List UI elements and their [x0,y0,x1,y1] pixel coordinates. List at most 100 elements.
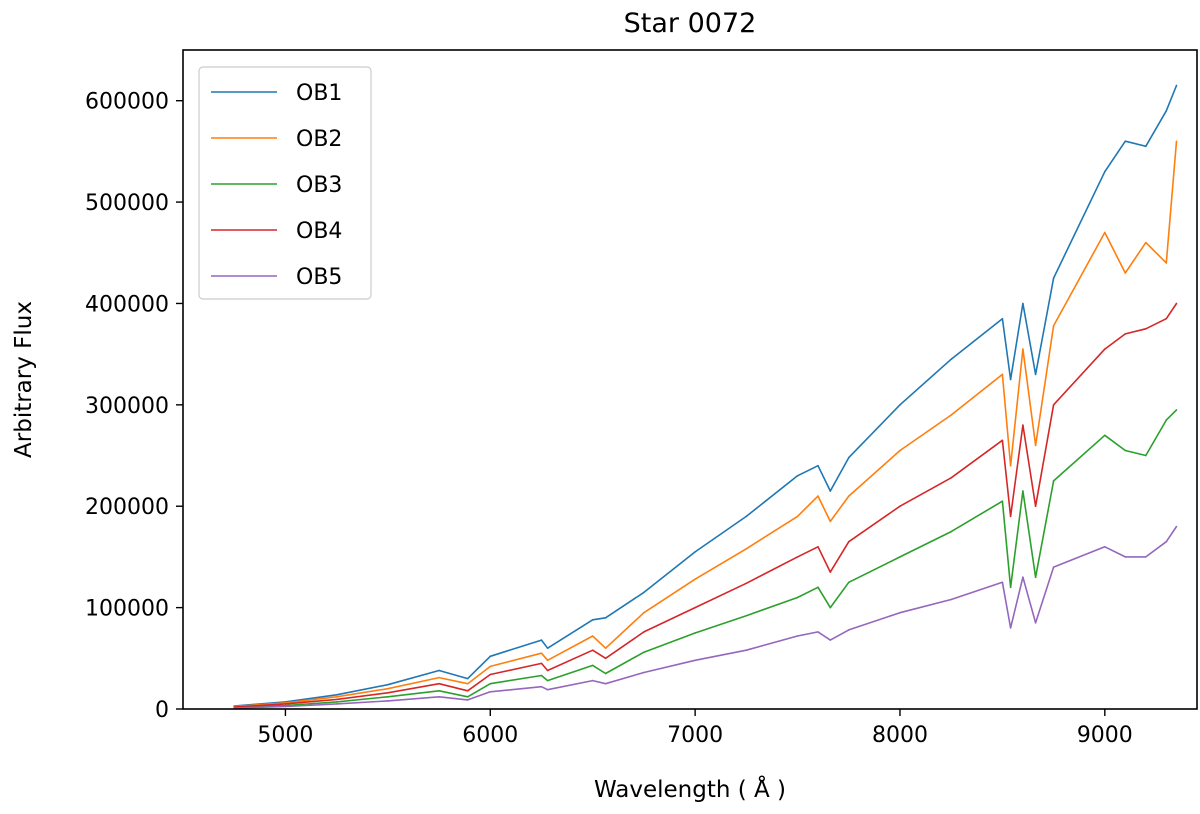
y-tick-label: 500000 [85,191,169,216]
data-point [817,545,819,548]
data-point [489,690,492,693]
data-point [1009,378,1012,381]
data-point [1124,556,1127,558]
data-point [489,673,492,676]
data-point [335,701,338,703]
data-point [546,669,549,672]
series-line-ob3 [234,409,1178,709]
legend-label: OB3 [296,173,342,198]
data-point [387,687,389,690]
data-point [1022,302,1024,305]
y-tick-label: 200000 [85,495,169,520]
data-point [284,703,287,705]
data-point [1104,170,1106,173]
data-point [540,652,543,655]
data-point [1104,348,1106,350]
data-point [438,676,440,679]
data-point [694,606,696,609]
data-point [540,674,543,677]
legend-label: OB5 [296,265,342,290]
data-point [1052,404,1055,406]
data-point [1009,627,1012,629]
data-point [829,571,832,573]
y-tick-label: 400000 [85,292,169,317]
legend-label: OB2 [296,127,342,152]
data-point [847,629,850,631]
x-tick-label: 9000 [1077,723,1133,748]
series-line-ob4 [234,303,1178,708]
data-point [1001,500,1004,502]
series-line-ob1 [234,85,1178,707]
data-point [1165,262,1168,264]
data-point [591,635,594,637]
data-point [899,505,901,508]
data-point [591,649,594,651]
data-point [591,679,594,682]
data-point [796,596,799,599]
data-point [1124,333,1127,335]
data-point [1124,272,1127,274]
y-tick-label: 300000 [85,394,169,419]
data-point [466,699,469,701]
data-point [899,404,901,406]
legend-box [198,66,372,300]
data-point [847,495,850,497]
data-point [489,682,492,685]
data-point [1104,545,1106,548]
y-axis-label: Arbitrary Flux [11,301,37,458]
data-point [847,581,850,584]
data-point [284,705,287,708]
y-axis: 0 100000 200000 300000 400000 500000 600000 [85,90,183,723]
data-point [1001,439,1004,442]
data-point [1009,586,1012,589]
data-point [1052,480,1055,482]
data-point [745,649,748,651]
data-point [694,551,696,553]
chart-title: Star 0072 [624,8,757,39]
y-tick-label: 100000 [85,597,169,622]
data-point [847,456,850,459]
data-point [1022,576,1024,578]
data-point [1034,622,1037,624]
data-point [745,614,748,617]
plot-area [233,84,1178,709]
data-point [591,618,594,621]
data-point [466,682,469,685]
data-point [438,669,440,672]
data-point [796,556,799,558]
y-tick-label: 600000 [85,90,169,115]
data-point [829,639,832,641]
data-point [694,659,696,662]
data-point [899,449,901,452]
data-point [1001,581,1004,584]
data-point [604,672,607,675]
data-point [643,631,645,633]
data-point [829,606,832,609]
data-point [546,647,549,649]
data-point [694,578,696,581]
data-point [1124,449,1127,452]
data-point [335,696,338,698]
data-point [1034,444,1037,447]
data-point [466,677,469,680]
data-point [604,616,607,619]
data-point [817,464,819,467]
data-point [950,414,952,416]
data-point [1001,373,1004,376]
data-point [1034,505,1037,508]
data-point [1022,490,1024,492]
data-point [387,691,389,694]
data-point [335,703,338,705]
data-point [1009,515,1012,518]
data-point [1022,348,1024,350]
data-point [1144,556,1147,558]
data-point [899,611,901,614]
data-point [1001,317,1004,320]
data-point [643,671,645,674]
data-point [1124,140,1127,143]
data-point [1175,140,1178,143]
x-tick-label: 5000 [257,723,313,748]
data-point [438,696,440,698]
data-point [817,495,819,497]
